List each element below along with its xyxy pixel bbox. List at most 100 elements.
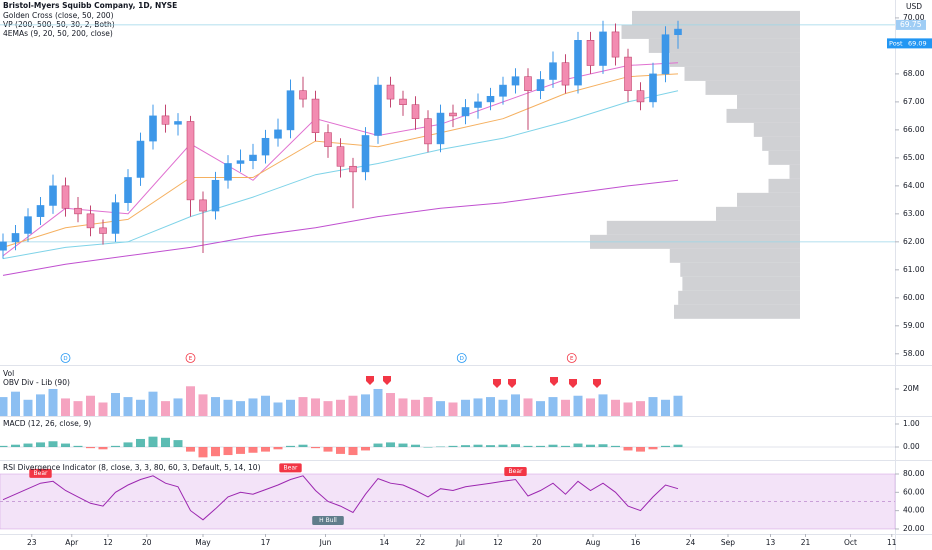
y-tick-label: 61.00 — [903, 265, 925, 274]
macd-bar — [423, 447, 433, 448]
candle-body — [261, 137, 270, 156]
volume-bar — [48, 388, 58, 416]
candle-body — [299, 90, 307, 100]
price-box — [896, 19, 926, 30]
macd-bar — [673, 444, 683, 448]
volume-bar — [261, 395, 270, 416]
macd-bar — [636, 447, 645, 452]
x-tick-label: 16 — [631, 538, 641, 547]
candle-body — [649, 73, 657, 103]
event-label: D — [63, 356, 67, 362]
volume-bar — [661, 399, 670, 416]
volume-profile-bar — [680, 262, 800, 277]
volume-bar — [586, 398, 595, 416]
event-badge — [566, 353, 577, 363]
volume-profile-bar — [678, 290, 800, 305]
macd-bar — [173, 440, 183, 448]
macd-bar — [273, 447, 283, 450]
candle-body — [11, 233, 20, 243]
volume-bar — [423, 397, 433, 416]
volume-bar — [123, 397, 133, 416]
x-tick-label: 20 — [532, 538, 542, 547]
macd-bar — [386, 442, 395, 448]
y-tick-label: 20.00 — [903, 524, 925, 533]
macd-bar — [148, 436, 158, 448]
candle-body — [349, 165, 357, 173]
macd-bar — [61, 443, 70, 448]
candle-body — [386, 84, 395, 100]
candle-body — [624, 56, 632, 91]
volume-bar — [436, 401, 445, 416]
x-tick-label: Aug — [586, 538, 601, 547]
candle-body — [611, 31, 620, 58]
event-badge — [456, 353, 467, 363]
x-tick-label: 13 — [766, 538, 776, 547]
event-badge — [60, 353, 71, 363]
macd-bar — [286, 445, 295, 448]
candle-body — [99, 227, 107, 234]
macd-bar — [561, 445, 570, 448]
macd-bar — [511, 444, 520, 448]
volume-bar — [673, 395, 683, 416]
y-tick-label: 59.00 — [903, 321, 925, 330]
x-tick-label: Sep — [721, 538, 735, 547]
x-tick-label: 12 — [493, 538, 503, 547]
volume-bar — [98, 402, 108, 416]
volume-profile-bar — [621, 24, 800, 39]
candle-body — [374, 84, 382, 136]
candle-body — [124, 177, 132, 203]
volume-bar — [173, 398, 183, 416]
macd-bar — [661, 445, 670, 448]
x-tick-label: 20 — [142, 538, 152, 547]
macd-bar — [498, 444, 508, 448]
volume-profile-bar — [674, 304, 800, 319]
candle-body — [511, 76, 520, 86]
volume-bar — [498, 399, 508, 416]
volume-bar — [198, 394, 208, 416]
volume-bar — [73, 401, 83, 416]
candle-body — [24, 216, 32, 234]
macd-bar — [186, 447, 195, 452]
macd-bar — [373, 443, 383, 448]
plot-layer: Bear Bear H Bull Bear — [0, 10, 896, 530]
event-label: E — [570, 356, 574, 362]
volume-bar — [86, 395, 95, 416]
x-tick-label: Apr — [65, 538, 79, 547]
volume-bar — [161, 401, 170, 416]
post-box — [907, 38, 932, 49]
divergence-tag — [279, 463, 302, 473]
volume-bar — [36, 394, 45, 416]
divergence-tag — [504, 467, 527, 477]
volume-profile-bar — [753, 122, 800, 137]
volume-bar — [373, 388, 383, 416]
candle-body — [324, 132, 332, 147]
volume-profile-bar — [737, 94, 800, 109]
bear-marker — [550, 377, 558, 386]
volume-bar — [411, 399, 420, 416]
post-label: 69.09 — [908, 39, 927, 47]
x-tick-label: Jun — [319, 538, 332, 547]
y-tick-label: 65.00 — [903, 153, 925, 162]
x-tick-label: Jul — [455, 538, 465, 547]
macd-bar — [23, 443, 33, 448]
event-label: D — [460, 356, 464, 362]
post-name-box — [887, 38, 907, 49]
candle-body — [199, 199, 207, 212]
y-tick-label: 64.00 — [903, 181, 925, 190]
volume-bar — [298, 397, 308, 416]
candle-body — [211, 179, 220, 212]
divergence-label: Bear — [34, 470, 48, 477]
candle-body — [224, 163, 232, 181]
candle-body — [561, 62, 570, 86]
y-tick-label: 60.00 — [903, 293, 925, 302]
macd-bar — [236, 447, 245, 454]
volume-profile-bar — [726, 108, 800, 123]
y-tick-label: 20M — [903, 384, 919, 393]
currency-label: USD — [906, 2, 922, 11]
candle-body — [36, 205, 45, 217]
divergence-label: Bear — [284, 464, 298, 471]
panel-title: Vol — [3, 369, 14, 378]
y-tick-label: 58.00 — [903, 349, 925, 358]
candle-body — [474, 101, 482, 108]
